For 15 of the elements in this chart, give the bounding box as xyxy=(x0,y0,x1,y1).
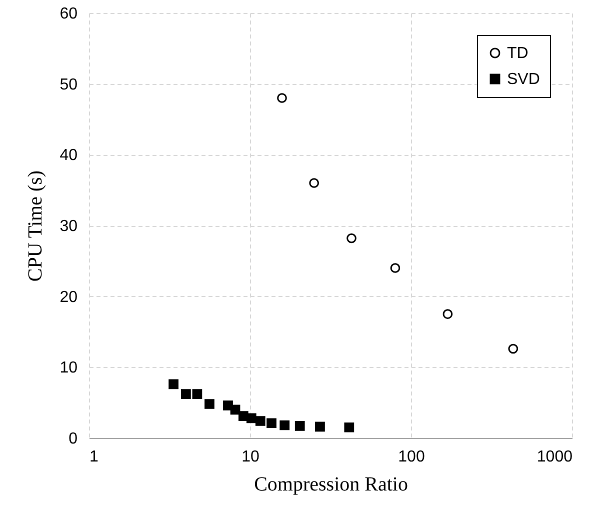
x-axis-title: Compression Ratio xyxy=(254,474,408,496)
y-tick-label: 20 xyxy=(60,288,78,306)
x-tick-label: 1 xyxy=(90,448,98,466)
y-tick-label: 40 xyxy=(60,147,78,164)
y-axis-title: CPU Time (s) xyxy=(24,170,47,282)
y-tick-label: 30 xyxy=(60,218,78,235)
legend-label: TD xyxy=(507,45,528,62)
x-tick-label: 10 xyxy=(242,448,260,466)
legend-label: SVD xyxy=(507,71,540,88)
y-tick-label: 0 xyxy=(68,430,78,448)
x-tick-label: 100 xyxy=(398,448,425,466)
y-tick-label: 60 xyxy=(60,6,78,22)
y-tick-label: 10 xyxy=(60,360,78,377)
y-tick-label: 50 xyxy=(60,76,78,94)
x-tick-label: 1000 xyxy=(536,448,573,466)
